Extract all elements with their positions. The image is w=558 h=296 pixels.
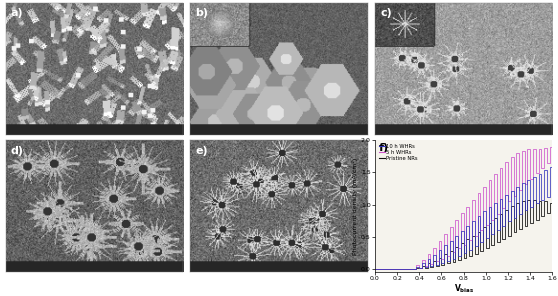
Text: c): c) (380, 8, 392, 18)
Y-axis label: Photocurrent density (mA/cm²): Photocurrent density (mA/cm²) (352, 158, 358, 255)
Text: d): d) (11, 146, 24, 156)
Text: e): e) (195, 146, 208, 156)
X-axis label: $\mathbf{V_{bias}}$: $\mathbf{V_{bias}}$ (454, 283, 474, 295)
Text: a): a) (11, 8, 23, 18)
Text: b): b) (195, 8, 209, 18)
Text: f): f) (378, 143, 388, 153)
Legend: 10 h WHRs, 5 h WHRs, Pristine NRs: 10 h WHRs, 5 h WHRs, Pristine NRs (378, 143, 419, 162)
